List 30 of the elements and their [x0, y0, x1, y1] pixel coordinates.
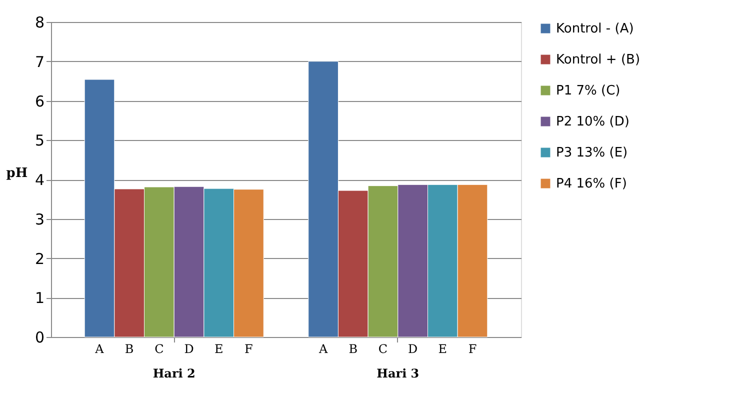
legend-label: P4 16% (F) — [556, 176, 627, 192]
text: F — [468, 342, 477, 356]
y-tick-label: 7 — [34, 52, 44, 71]
legend-label: Kontrol - (A) — [556, 22, 634, 36]
y-tick-label: 3 — [34, 210, 44, 228]
x-tick-label: Hari 2 — [152, 366, 196, 380]
y-tick-label: 1 — [34, 289, 44, 308]
text: E — [214, 342, 224, 356]
legend-label: Kontrol + (B) — [556, 52, 640, 68]
text: F — [244, 342, 253, 356]
y-tick-label: 4 — [34, 171, 44, 189]
text: D — [184, 342, 194, 356]
text: B — [348, 342, 358, 356]
text: A — [318, 342, 328, 356]
x-tick-label: Hari 3 — [376, 366, 420, 380]
y-axis-title: pH — [6, 166, 28, 181]
y-tick-label: 0 — [34, 328, 44, 346]
text: A — [94, 342, 104, 356]
legend-label: P1 7% (C) — [556, 84, 620, 98]
y-tick-label: 2 — [34, 250, 44, 268]
text: C — [378, 342, 388, 356]
legend-label: P3 13% (E) — [556, 146, 628, 160]
y-tick-label: 6 — [34, 92, 44, 110]
text: B — [124, 342, 134, 356]
text: E — [438, 342, 448, 356]
legend-label: P2 10% (D) — [556, 114, 630, 130]
text: C — [154, 342, 164, 356]
y-tick-label: 8 — [34, 14, 44, 32]
text: D — [408, 342, 418, 356]
y-tick-label: 5 — [34, 132, 44, 150]
